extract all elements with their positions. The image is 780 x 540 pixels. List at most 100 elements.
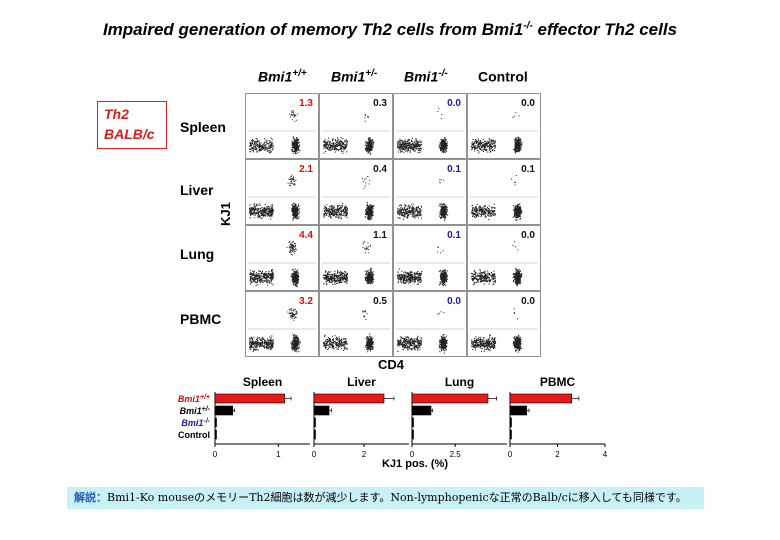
facs-percentage: 0.4 (373, 164, 387, 175)
bar-chart: Bmi1+/+ Bmi1+/- Bmi1-/- Control Spleen 0 1 Live… (178, 375, 608, 470)
facs-percentage: 1.3 (299, 98, 313, 109)
facs-panel: 0.0 (393, 93, 467, 159)
facs-percentage: 0.0 (447, 98, 461, 109)
facs-dots (397, 108, 449, 154)
facs-percentage: 4.4 (299, 230, 313, 241)
bar-panel-title: Liver (347, 375, 376, 389)
column-header-bmi1-ko: Bmi1-/- (404, 68, 448, 85)
facs-panel: 1.1 (319, 225, 393, 291)
facs-percentage: 1.1 (373, 230, 387, 241)
facs-panel: 0.1 (393, 225, 467, 291)
facs-panel: 0.0 (467, 93, 541, 159)
facs-panel-frame (245, 93, 319, 159)
bar (509, 405, 527, 416)
facs-dots (471, 175, 523, 221)
facs-panel: 0.1 (467, 159, 541, 225)
note-label: 解説： (74, 491, 107, 504)
facs-panel: 0.0 (393, 291, 467, 357)
bar-category-label: Bmi1+/- (180, 406, 211, 416)
th2-balbc-label-box: Th2 BALB/c (97, 101, 167, 149)
bar-panel: PBMC 0 2 4 (508, 375, 608, 459)
facs-panel: 4.4 (245, 225, 319, 291)
bar-x-tick-label: 0 (312, 450, 317, 459)
facs-panel-frame (467, 93, 541, 159)
facs-dots (249, 240, 300, 288)
bar-category-label: Bmi1+/+ (178, 394, 210, 404)
facs-dots (249, 174, 301, 221)
facs-plot-grid: 1.3 0.3 0.0 0.0 2.1 0.4 0.1 0.1 4.4 1.1 0.1 0.0 3.2 0… (245, 93, 541, 357)
facs-percentage: 0.5 (373, 296, 387, 307)
row-label-lung: Lung (180, 246, 215, 262)
bar (411, 417, 414, 428)
facs-panel: 2.1 (245, 159, 319, 225)
column-header-bmi1-het: Bmi1+/- (331, 68, 378, 85)
facs-percentage: 0.3 (373, 98, 387, 109)
facs-percentage: 0.1 (521, 164, 535, 175)
facs-dots (471, 308, 522, 353)
bar (214, 417, 217, 428)
figure-title: Impaired generation of memory Th2 cells … (102, 20, 678, 39)
bar (313, 393, 385, 404)
facs-panel: 0.3 (319, 93, 393, 159)
bar-panel: Lung 0 2.5 (410, 375, 507, 459)
bar-x-tick-label: 0 (508, 450, 513, 459)
bar (214, 429, 217, 440)
bar-x-tick-label: 0 (213, 450, 218, 459)
bar-x-tick-label: 0 (410, 450, 415, 459)
bar-x-tick-label: 2 (555, 450, 560, 459)
facs-percentage: 0.0 (447, 296, 461, 307)
bar-category-label: Control (178, 430, 210, 440)
row-label-pbmc: PBMC (180, 311, 222, 327)
facs-percentage: 0.0 (521, 230, 535, 241)
bar-panel: Liver 0 2 (312, 375, 409, 459)
facs-panel: 0.0 (467, 291, 541, 357)
facs-panel: 0.5 (319, 291, 393, 357)
note-text: Bmi1-Ko mouseのメモリーTh2細胞は数が減少します。Non-lymp… (107, 491, 687, 504)
bar (411, 429, 414, 440)
box-line-1: Th2 (104, 106, 129, 122)
bar (509, 429, 512, 440)
bar-x-tick-label: 4 (603, 450, 608, 459)
explanation-note: 解説：Bmi1-Ko mouseのメモリーTh2細胞は数が減少します。Non-l… (67, 487, 704, 509)
bar (313, 429, 316, 440)
facs-panel: 0.1 (393, 159, 467, 225)
bar (214, 393, 285, 404)
facs-percentage: 0.1 (447, 230, 461, 241)
bar-x-tick-label: 1 (276, 450, 281, 459)
bar-panel-title: Lung (445, 375, 474, 389)
facs-panel-frame (319, 93, 393, 159)
facs-dots (397, 311, 448, 354)
facs-dots (323, 176, 375, 221)
facs-dots (397, 179, 449, 222)
row-label-liver: Liver (180, 182, 214, 198)
facs-dots (323, 241, 375, 285)
bar (214, 405, 234, 416)
bar (411, 405, 432, 416)
facs-percentage: 0.1 (447, 164, 461, 175)
facs-dots (471, 112, 523, 154)
facs-percentage: 0.0 (521, 98, 535, 109)
box-line-2: BALB/c (104, 126, 155, 142)
bar-panel-title: Spleen (243, 375, 282, 389)
facs-dots (471, 241, 523, 287)
bar-x-tick-label: 2 (362, 450, 367, 459)
bar (509, 393, 573, 404)
facs-dots (397, 246, 449, 287)
column-header-bmi1-wt: Bmi1+/+ (258, 68, 307, 85)
facs-x-axis-label: CD4 (378, 357, 405, 372)
facs-panel: 0.0 (467, 225, 541, 291)
facs-dots (323, 114, 375, 155)
facs-panel: 3.2 (245, 291, 319, 357)
facs-y-axis-label: KJ1 (218, 202, 233, 226)
bar-category-label: Bmi1-/- (181, 418, 210, 428)
bar-x-tick-label: 2.5 (450, 450, 462, 459)
facs-percentage: 3.2 (299, 296, 313, 307)
bar (313, 405, 330, 416)
row-label-spleen: Spleen (180, 119, 226, 135)
bar (509, 417, 512, 428)
facs-panel: 1.3 (245, 93, 319, 159)
facs-dots (249, 308, 301, 353)
facs-percentage: 0.0 (521, 296, 535, 307)
bar-x-axis-label: KJ1 pos. (%) (382, 458, 448, 470)
facs-dots (323, 309, 374, 353)
